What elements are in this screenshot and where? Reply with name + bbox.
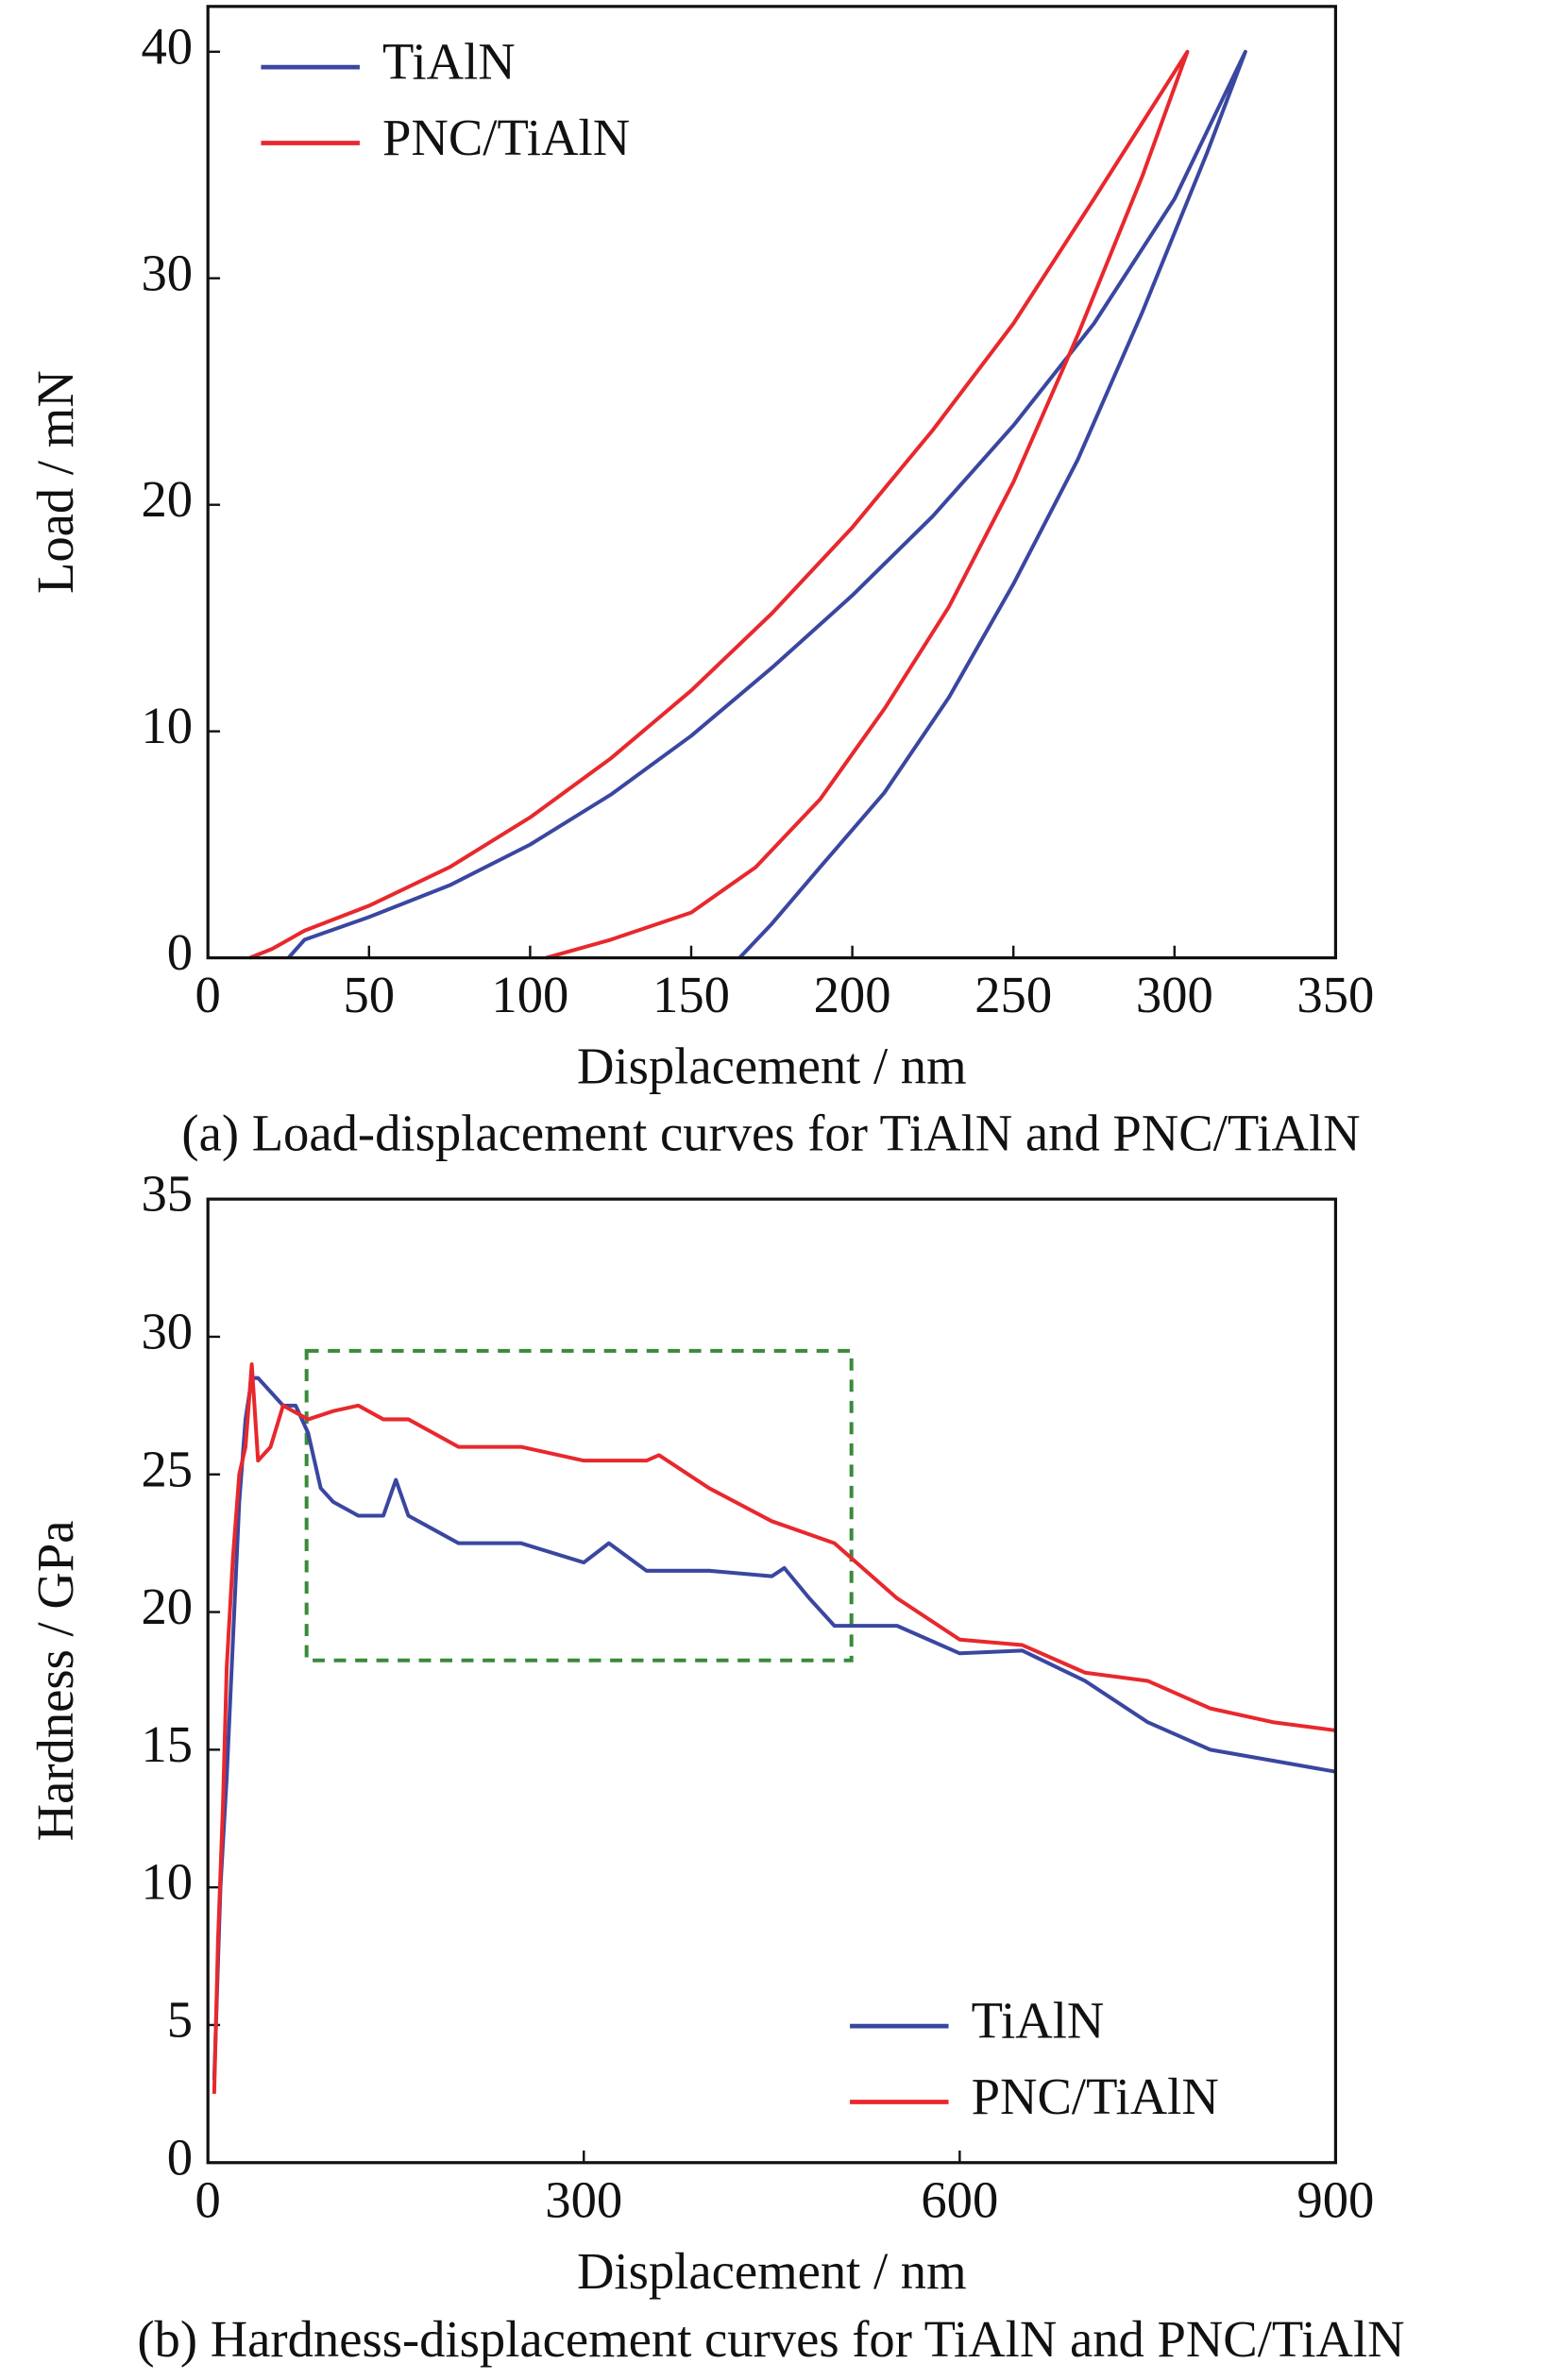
legend-label: TiAlN bbox=[382, 33, 516, 91]
y-tick-label: 0 bbox=[167, 2128, 193, 2186]
y-tick-label: 25 bbox=[142, 1440, 194, 1497]
x-tick-label: 350 bbox=[1296, 966, 1374, 1023]
caption: (b) Hardness-displacement curves for TiA… bbox=[137, 2310, 1404, 2368]
y-tick-label: 30 bbox=[142, 244, 194, 301]
y-tick-label: 15 bbox=[142, 1715, 194, 1773]
caption: (a) Load-displacement curves for TiAlN a… bbox=[181, 1104, 1360, 1161]
legend-label: TiAlN bbox=[972, 1992, 1105, 2050]
y-tick-label: 40 bbox=[142, 17, 194, 75]
legend-label: PNC/TiAlN bbox=[972, 2068, 1219, 2125]
y-axis-label: Load / mN bbox=[26, 370, 84, 594]
line bbox=[248, 49, 1190, 960]
x-tick-label: 100 bbox=[491, 966, 568, 1023]
legend-label: PNC/TiAlN bbox=[382, 109, 630, 166]
y-tick-label: 35 bbox=[142, 1165, 194, 1223]
plot-frame bbox=[206, 1197, 1338, 2165]
x-tick-label: 150 bbox=[652, 966, 730, 1023]
x-axis-label: Displacement / nm bbox=[577, 2242, 967, 2300]
x-tick-label: 900 bbox=[1296, 2170, 1374, 2228]
y-tick-label: 30 bbox=[142, 1302, 194, 1359]
x-tick-label: 300 bbox=[1136, 966, 1213, 1023]
y-tick-label: 10 bbox=[142, 1853, 194, 1911]
x-tick-label: 0 bbox=[195, 2170, 221, 2228]
y-tick-label: 5 bbox=[167, 1991, 193, 2049]
x-tick-label: 250 bbox=[974, 966, 1052, 1023]
x-axis-label: Displacement / nm bbox=[577, 1038, 967, 1095]
line bbox=[286, 49, 1247, 959]
highlight-box bbox=[304, 1348, 854, 1663]
y-tick-label: 20 bbox=[142, 1578, 194, 1635]
y-axis-label: Hardness / GPa bbox=[26, 1521, 84, 1842]
x-tick-label: 600 bbox=[921, 2170, 998, 2228]
x-tick-label: 300 bbox=[545, 2170, 622, 2228]
y-tick-label: 0 bbox=[167, 923, 193, 981]
x-tick-label: 50 bbox=[343, 966, 395, 1023]
x-tick-label: 0 bbox=[195, 966, 221, 1023]
plot-frame bbox=[206, 5, 1338, 960]
x-tick-label: 200 bbox=[814, 966, 891, 1023]
line bbox=[212, 1376, 1336, 2081]
y-tick-label: 10 bbox=[142, 697, 194, 754]
line bbox=[212, 1362, 1336, 2094]
y-tick-label: 20 bbox=[142, 470, 194, 528]
